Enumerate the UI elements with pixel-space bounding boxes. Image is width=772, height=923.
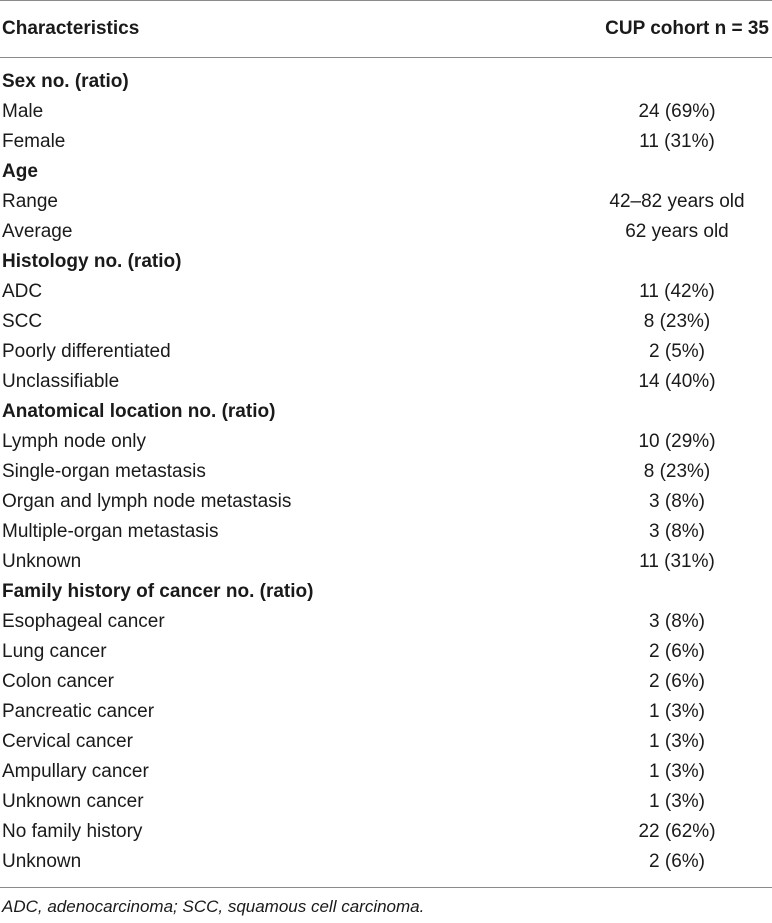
table-body: Sex no. (ratio) Male 24 (69%) Female 11 (31%… (0, 58, 772, 877)
section-heading-row: Anatomical location no. (ratio) (0, 397, 772, 427)
table-top-rule (0, 0, 772, 1)
table-row: Multiple-organ metastasis 3 (8%) (0, 517, 772, 547)
row-label: Poorly differentiated (2, 341, 171, 362)
row-value: 11 (42%) (639, 281, 715, 302)
table-row: Average 62 years old (0, 217, 772, 247)
row-label: Unknown cancer (2, 791, 144, 812)
section-heading: Sex no. (ratio) (2, 71, 129, 92)
row-label: Lymph node only (2, 431, 147, 452)
row-label: Male (2, 101, 44, 122)
row-label: Lung cancer (2, 641, 107, 662)
row-value: 42–82 years old (609, 191, 745, 212)
row-value: 2 (5%) (649, 341, 705, 362)
table-header-rule (0, 57, 772, 58)
row-label: Unclassifiable (2, 371, 120, 392)
row-value: 2 (6%) (649, 851, 705, 872)
table-footnote: ADC, adenocarcinoma; SCC, squamous cell … (2, 897, 425, 916)
table-row: Female 11 (31%) (0, 127, 772, 157)
row-label: Average (2, 221, 73, 242)
row-label: SCC (2, 311, 43, 332)
table-row: Single-organ metastasis 8 (23%) (0, 457, 772, 487)
row-label: Organ and lymph node metastasis (2, 491, 292, 512)
table-row: Lung cancer 2 (6%) (0, 637, 772, 667)
section-heading: Family history of cancer no. (ratio) (2, 581, 314, 602)
table-row: Lymph node only 10 (29%) (0, 427, 772, 457)
row-label: Unknown (2, 851, 82, 872)
row-value: 14 (40%) (638, 371, 716, 392)
table-row: Unknown 2 (6%) (0, 847, 772, 877)
section-heading: Histology no. (ratio) (2, 251, 182, 272)
row-value: 62 years old (625, 221, 729, 242)
row-label: Cervical cancer (2, 731, 133, 752)
section-heading-row: Family history of cancer no. (ratio) (0, 577, 772, 607)
row-value: 1 (3%) (649, 701, 705, 722)
row-value: 3 (8%) (649, 611, 705, 632)
table-row: No family history 22 (62%) (0, 817, 772, 847)
table-header-row: Characteristics CUP cohort n = 35 (0, 1, 772, 57)
table-row: Male 24 (69%) (0, 97, 772, 127)
row-value: 1 (3%) (649, 761, 705, 782)
row-label: Esophageal cancer (2, 611, 165, 632)
table-row: Unknown cancer 1 (3%) (0, 787, 772, 817)
row-label: Colon cancer (2, 671, 114, 692)
row-label: Unknown (2, 551, 82, 572)
row-label: No family history (2, 821, 143, 842)
row-label: ADC (2, 281, 43, 302)
row-value: 11 (31%) (639, 131, 715, 152)
row-label: Multiple-organ metastasis (2, 521, 219, 542)
table-row: Unclassifiable 14 (40%) (0, 367, 772, 397)
table-row: Pancreatic cancer 1 (3%) (0, 697, 772, 727)
table-row: Unknown 11 (31%) (0, 547, 772, 577)
table-row: Range 42–82 years old (0, 187, 772, 217)
table-row: ADC 11 (42%) (0, 277, 772, 307)
table-bottom-rule (0, 887, 772, 888)
row-value: 1 (3%) (649, 791, 705, 812)
row-value: 3 (8%) (649, 491, 705, 512)
table-row: Ampullary cancer 1 (3%) (0, 757, 772, 787)
header-characteristics: Characteristics (2, 18, 140, 39)
table-row: SCC 8 (23%) (0, 307, 772, 337)
row-value: 10 (29%) (638, 431, 716, 452)
row-label: Female (2, 131, 66, 152)
row-label: Pancreatic cancer (2, 701, 155, 722)
section-heading: Age (2, 161, 38, 182)
row-value: 2 (6%) (649, 671, 705, 692)
section-heading-row: Age (0, 157, 772, 187)
row-value: 1 (3%) (649, 731, 705, 752)
row-label: Ampullary cancer (2, 761, 149, 782)
row-value: 8 (23%) (643, 461, 711, 482)
header-cohort: CUP cohort n = 35 (605, 18, 769, 39)
row-value: 22 (62%) (638, 821, 716, 842)
section-heading-row: Sex no. (ratio) (0, 67, 772, 97)
table-row: Cervical cancer 1 (3%) (0, 727, 772, 757)
section-heading-row: Histology no. (ratio) (0, 247, 772, 277)
section-heading: Anatomical location no. (ratio) (2, 401, 276, 422)
row-value: 24 (69%) (638, 101, 716, 122)
table-row: Colon cancer 2 (6%) (0, 667, 772, 697)
row-label: Range (2, 191, 58, 212)
row-value: 11 (31%) (639, 551, 715, 572)
table-row: Esophageal cancer 3 (8%) (0, 607, 772, 637)
table-row: Organ and lymph node metastasis 3 (8%) (0, 487, 772, 517)
table-row: Poorly differentiated 2 (5%) (0, 337, 772, 367)
row-value: 8 (23%) (643, 311, 711, 332)
row-value: 2 (6%) (649, 641, 705, 662)
row-value: 3 (8%) (649, 521, 705, 542)
row-label: Single-organ metastasis (2, 461, 206, 482)
